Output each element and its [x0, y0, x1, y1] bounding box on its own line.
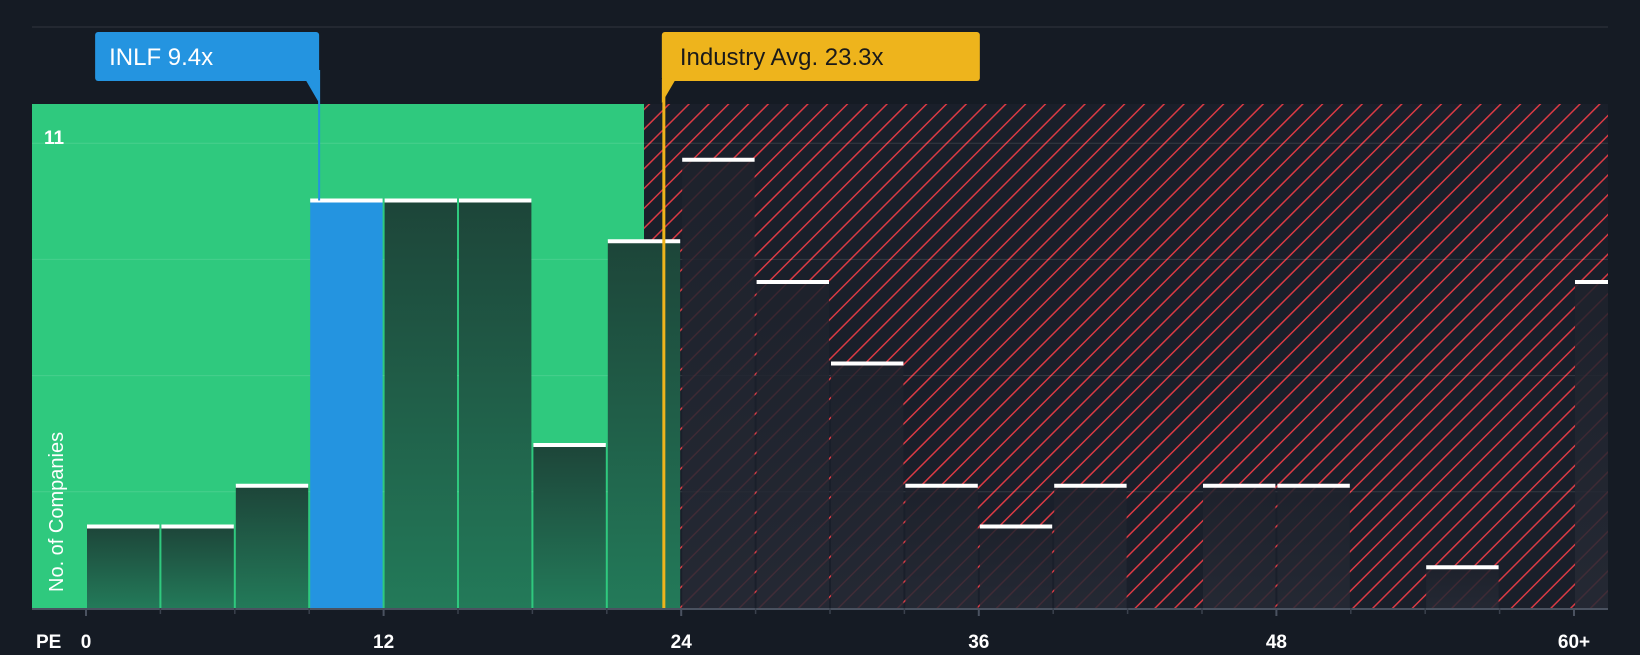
bar-cap	[1203, 483, 1276, 488]
x-axis-label: PE	[36, 632, 61, 650]
histogram-bar	[1054, 485, 1127, 608]
bar-cap	[161, 524, 234, 529]
industry-avg-label: Industry Avg. 23.3x	[680, 44, 884, 71]
company-marker: INLF 9.4x	[95, 32, 321, 201]
histogram-bar	[384, 200, 457, 608]
bar-cap	[1054, 483, 1127, 488]
bar-cap	[1277, 483, 1350, 488]
company-label-pointer	[305, 79, 320, 103]
histogram-bar	[905, 485, 978, 608]
company-label-box	[95, 32, 320, 81]
industry-label-pointer	[661, 79, 676, 103]
bar-cap	[607, 239, 681, 244]
x-tick-label: 36	[968, 632, 989, 650]
bar-cap	[384, 198, 457, 203]
bar-cap	[235, 483, 309, 488]
industry-marker: Industry Avg. 23.3x	[661, 32, 980, 608]
histogram-bar-company	[310, 200, 383, 608]
bar-cap	[905, 483, 978, 488]
bar-cap	[682, 157, 755, 162]
x-tick-label: 24	[671, 632, 693, 650]
histogram-bar	[682, 159, 755, 608]
histogram-bar	[831, 363, 904, 608]
bar-cap	[87, 524, 160, 529]
histogram-bar	[533, 445, 606, 608]
x-tick-label: 48	[1266, 632, 1287, 650]
histogram-bar	[979, 526, 1053, 608]
histogram-bar	[756, 282, 829, 608]
bar-cap	[1426, 565, 1499, 570]
histogram-bars	[87, 157, 1608, 608]
x-tick-label: 12	[373, 632, 394, 650]
histogram-bar	[459, 200, 532, 608]
bar-cap	[1575, 280, 1608, 284]
histogram-bar	[1277, 485, 1350, 608]
histogram-bar	[607, 241, 681, 608]
histogram-bar	[87, 526, 160, 608]
histogram-bar	[1575, 282, 1608, 608]
histogram-bar	[1203, 485, 1276, 608]
bar-cap	[756, 280, 829, 284]
bar-cap	[831, 361, 904, 366]
bar-cap	[979, 524, 1053, 529]
bar-cap	[310, 198, 383, 203]
bar-cap	[533, 443, 606, 447]
histogram-bar	[1426, 567, 1499, 608]
bar-cap	[459, 198, 532, 203]
x-tick-label: 60+	[1558, 632, 1590, 650]
y-axis-top-tick: 11	[44, 128, 65, 149]
y-axis-label: No. of Companies	[46, 432, 68, 592]
histogram-bar	[161, 526, 234, 608]
x-axis-ticks: 0 12 24 36 48 60+	[81, 608, 1590, 653]
company-pe-label: INLF 9.4x	[109, 44, 213, 71]
histogram-bar	[235, 485, 309, 608]
industry-label-box	[661, 32, 980, 81]
x-tick-label: 0	[81, 632, 92, 650]
